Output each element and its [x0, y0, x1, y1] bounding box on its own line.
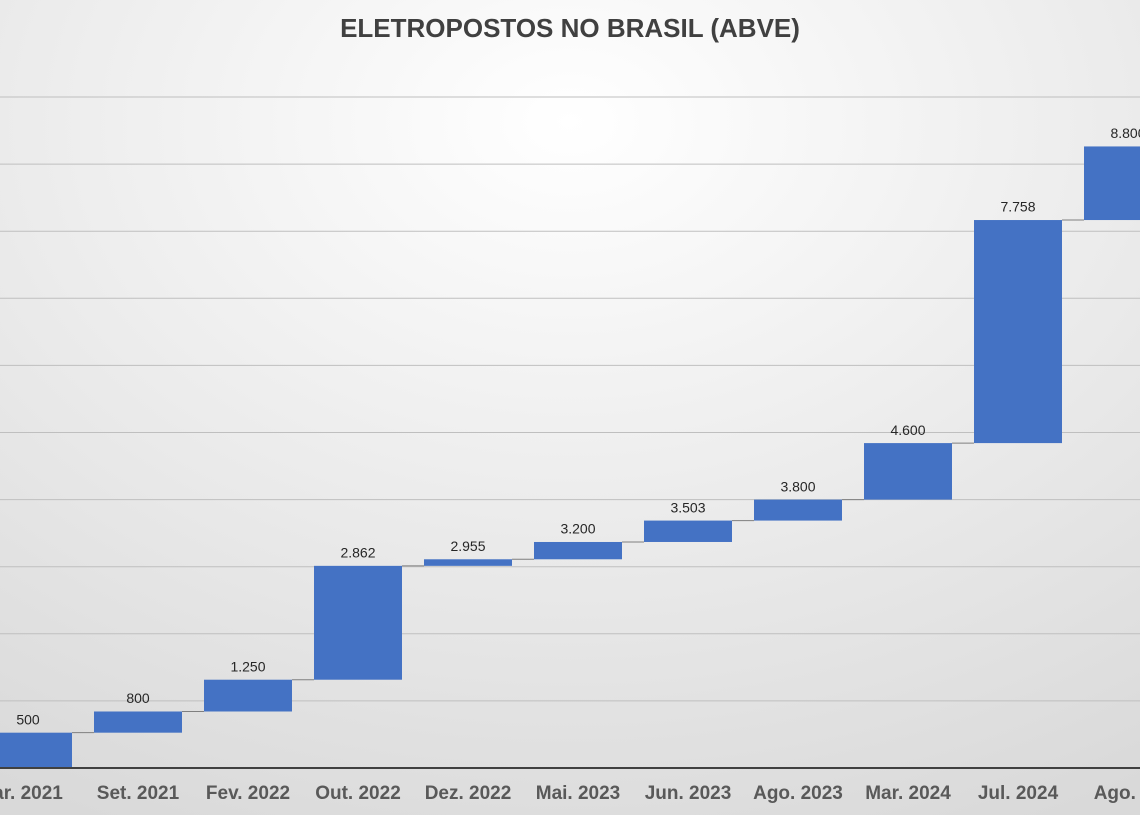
data-label: 2.955: [450, 538, 485, 554]
data-label: 8.800: [1110, 125, 1140, 141]
x-tick-label: ar. 2021: [0, 783, 63, 804]
x-tick-label: Mar. 2024: [865, 783, 951, 804]
bar: [0, 732, 72, 768]
data-label: 3.200: [560, 521, 595, 537]
data-label: 800: [126, 690, 150, 706]
x-tick-label: Fev. 2022: [206, 783, 290, 804]
data-label: 2.862: [340, 545, 375, 561]
data-label: 3.800: [780, 478, 815, 494]
bar: [754, 499, 842, 521]
data-label: 1.250: [230, 658, 265, 674]
x-tick-label: Ago. 2023: [753, 783, 843, 804]
data-label: 3.503: [670, 499, 705, 515]
bar: [204, 679, 292, 712]
bar: [974, 220, 1062, 444]
bar: [644, 520, 732, 542]
bar: [864, 443, 952, 500]
x-tick-label: Set. 2021: [97, 783, 180, 804]
x-tick-label: Mai. 2023: [536, 783, 621, 804]
x-tick-label: Out. 2022: [315, 783, 401, 804]
bar: [94, 711, 182, 733]
chart-title: ELETROPOSTOS NO BRASIL (ABVE): [340, 13, 800, 43]
x-tick-label: Jul. 2024: [978, 783, 1059, 804]
x-tick-label: Jun. 2023: [645, 783, 732, 804]
bar: [314, 565, 402, 680]
bar: [1084, 146, 1140, 221]
data-label: 500: [16, 711, 40, 727]
data-label: 7.758: [1000, 199, 1035, 215]
bar: [534, 541, 622, 560]
x-tick-label: Ago. 20: [1094, 783, 1140, 804]
bar: [424, 559, 512, 566]
x-tick-label: Dez. 2022: [425, 783, 512, 804]
data-label: 4.600: [890, 422, 925, 438]
plot-area: 500 ar. 2021 800 Set. 2021 1.250 Fev. 2022 2.8…: [0, 96, 1140, 804]
